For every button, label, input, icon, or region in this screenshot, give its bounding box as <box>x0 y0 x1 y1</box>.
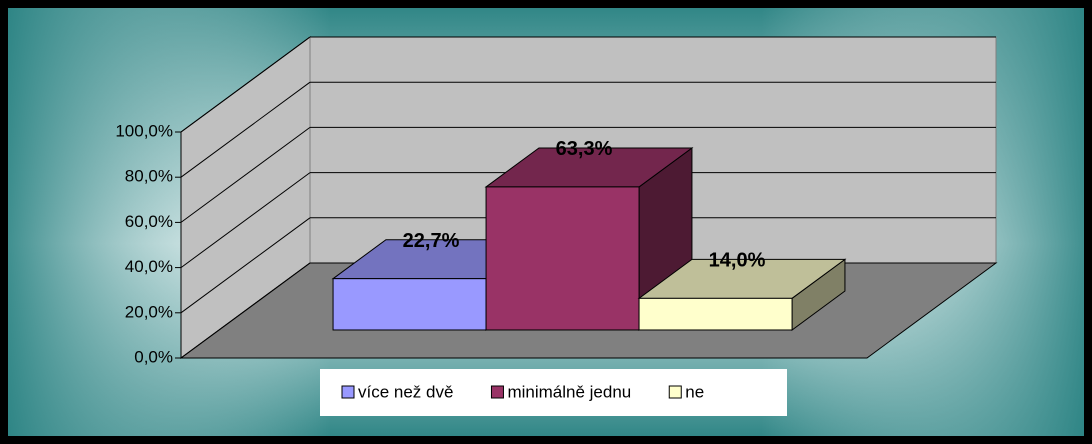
value-label: 63,3% <box>556 138 613 160</box>
y-tick-label: 80,0% <box>125 167 173 186</box>
y-tick-label: 20,0% <box>125 302 173 321</box>
bar <box>485 186 640 331</box>
bar <box>332 278 487 331</box>
value-label: 14,0% <box>709 250 766 272</box>
grid-line <box>180 36 311 133</box>
legend-swatch <box>341 385 355 399</box>
legend-label: minimálně jednu <box>507 382 631 401</box>
y-tick-label: 60,0% <box>125 212 173 231</box>
y-tick-label: 0,0% <box>134 347 173 366</box>
bar <box>638 297 793 331</box>
legend-label: ne <box>685 382 704 401</box>
legend-swatch <box>490 385 504 399</box>
legend-swatch <box>668 385 682 399</box>
grid-line <box>180 262 311 359</box>
grid-line <box>180 81 311 178</box>
legend-label: více než dvě <box>358 382 453 401</box>
grid-line <box>180 126 311 223</box>
grid-line <box>180 172 311 269</box>
y-tick-label: 40,0% <box>125 257 173 276</box>
value-label: 22,7% <box>403 230 460 252</box>
grid-line <box>180 217 311 314</box>
y-tick-label: 100,0% <box>115 121 173 140</box>
legend <box>320 369 787 416</box>
